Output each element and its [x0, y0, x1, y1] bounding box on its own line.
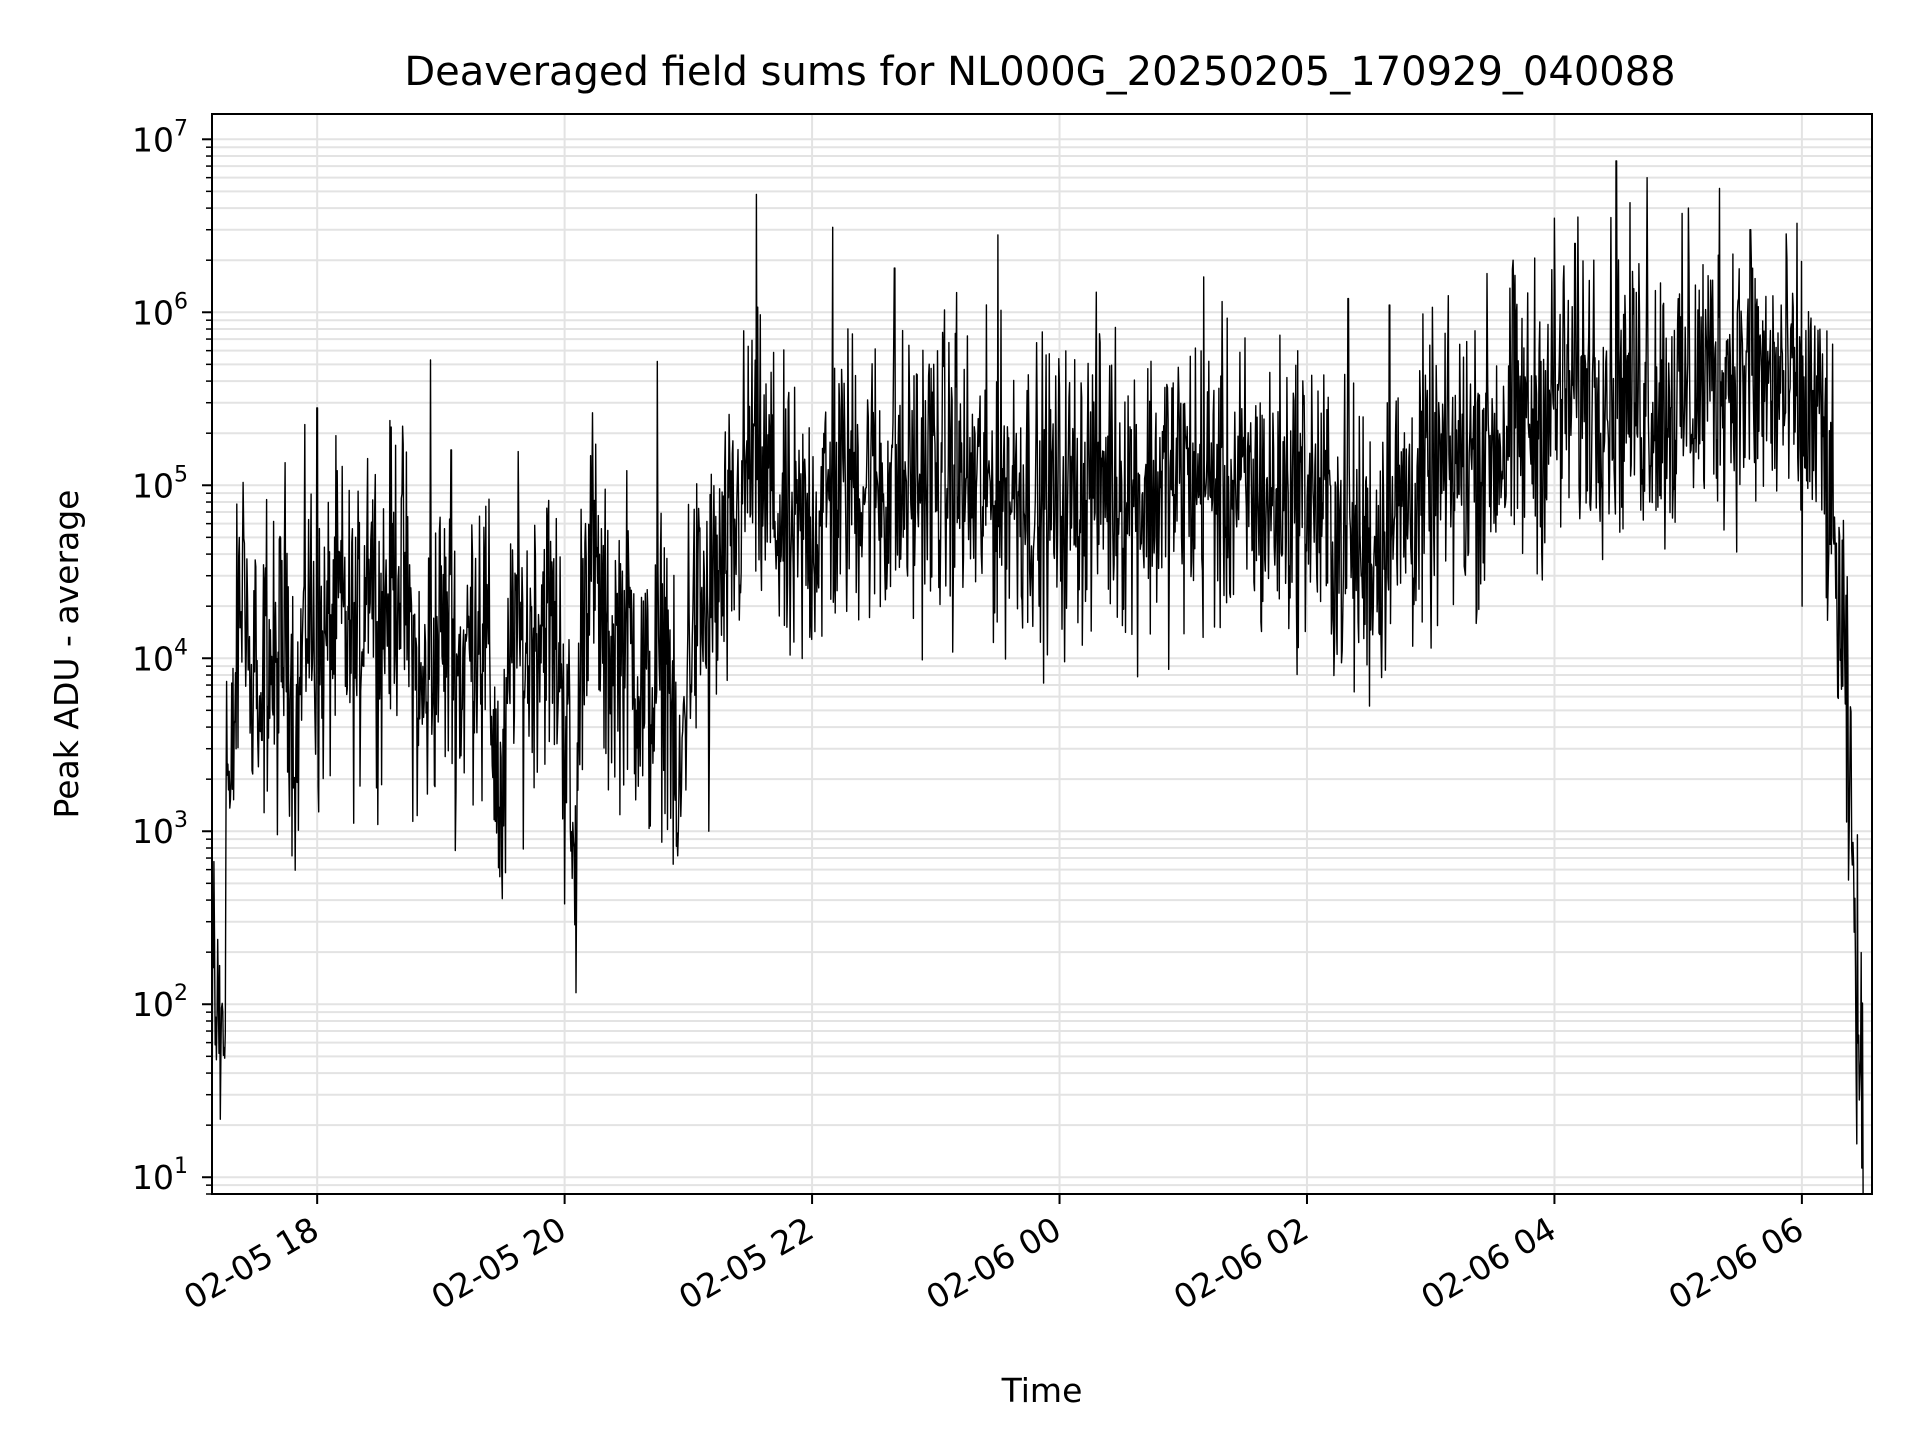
series-line — [211, 160, 1864, 1195]
y-tick-label: 103 — [132, 808, 188, 851]
plot-frame — [211, 113, 1873, 1195]
x-axis-label: Time — [1001, 1371, 1083, 1410]
y-axis-label: Peak ADU - average — [47, 490, 86, 819]
series-line-group — [211, 160, 1864, 1195]
y-tick-label: 102 — [132, 981, 188, 1024]
y-axis: 101 102 103 104 105 106 107 — [132, 116, 212, 1197]
y-tick-label: 105 — [132, 462, 188, 505]
y-tick-label: 107 — [132, 116, 188, 159]
y-tick-label: 104 — [132, 635, 188, 678]
y-tick-label: 101 — [132, 1154, 188, 1197]
y-tick-label: 106 — [132, 289, 188, 332]
chart-title: Deaveraged field sums for NL000G_2025020… — [404, 49, 1675, 95]
